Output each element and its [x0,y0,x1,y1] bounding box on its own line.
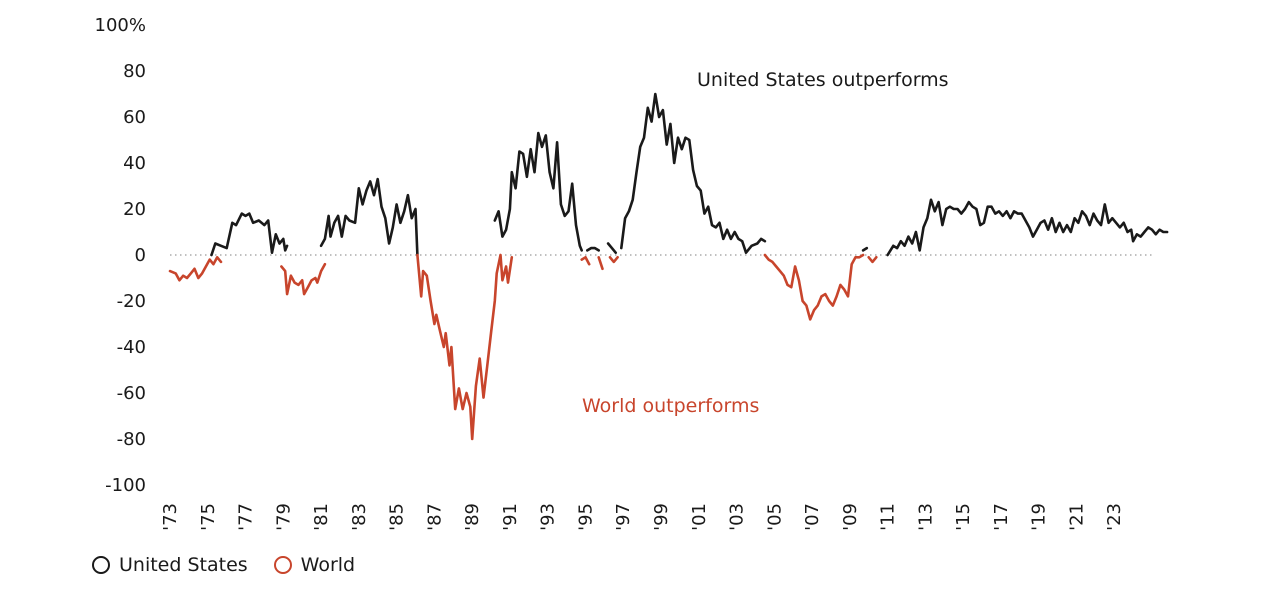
y-tick-label: -20 [117,291,146,312]
legend-label-united-states: United States [119,554,248,576]
series-line-united-states [606,242,618,254]
series-line-world [580,255,591,266]
legend: United States World [92,554,381,576]
x-tick-label: '85 [387,503,408,531]
x-tick-label: '17 [991,503,1012,531]
x-tick-label: '15 [953,503,974,531]
x-tick-label: '77 [236,503,257,531]
legend-item-united-states[interactable]: United States [92,554,248,576]
series-line-united-states [319,177,419,257]
x-tick-label: '97 [613,503,634,531]
annotation-us-outperforms: United States outperforms [697,69,949,91]
series-line-united-states [585,246,601,252]
annotation-world-outperforms: World outperforms [582,395,759,417]
legend-item-world[interactable]: World [273,554,356,576]
x-tick-label: '13 [915,503,936,531]
y-axis: 100% 80 60 40 20 0 -20 -40 -60 -80 -100 [95,15,146,496]
x-tick-label: '23 [1104,503,1125,531]
x-tick-label: '91 [500,503,521,531]
x-tick-label: '11 [878,503,899,531]
x-tick-label: '87 [424,503,445,531]
y-tick-label: -100 [105,475,146,496]
y-tick-label: 20 [123,199,146,220]
legend-marker-united-states-icon [92,556,110,574]
x-axis: '73 '75 '77 '79 '81 '83 '85 '87 '89 '91 '93 '95 '97 '… [160,503,1125,531]
x-tick-label: '19 [1029,503,1050,531]
legend-label-world: World [300,554,356,576]
x-tick-label: '21 [1066,503,1087,531]
x-tick-label: '03 [727,503,748,531]
y-tick-label: -80 [117,429,146,450]
series-line-world [597,255,604,271]
x-tick-label: '81 [311,503,332,531]
y-tick-label: 40 [123,153,146,174]
series-layer [168,92,1169,441]
series-line-world [763,253,865,321]
series-line-united-states [619,92,767,254]
series-line-united-states [210,212,289,257]
x-tick-label: '95 [575,503,596,531]
series-line-world [416,253,514,441]
series-line-world [280,262,327,296]
y-tick-label: 60 [123,107,146,128]
x-tick-label: '09 [840,503,861,531]
x-tick-label: '75 [198,503,219,531]
x-tick-label: '83 [349,503,370,531]
series-line-world [608,255,619,264]
y-tick-label: 80 [123,61,146,82]
series-line-united-states [493,131,584,252]
series-line-world [867,255,878,264]
legend-marker-world-icon [273,556,292,574]
series-line-united-states [861,246,869,252]
y-tick-label: 0 [135,245,146,266]
y-tick-label: -40 [117,337,146,358]
x-tick-label: '01 [689,503,710,531]
series-line-world [168,255,223,282]
y-tick-label: -60 [117,383,146,404]
x-tick-label: '79 [273,503,294,531]
x-tick-label: '73 [160,503,181,531]
x-tick-label: '99 [651,503,672,531]
x-tick-label: '93 [538,503,559,531]
x-tick-label: '07 [802,503,823,531]
series-line-united-states [886,198,1169,257]
y-tick-label: 100% [95,15,146,36]
x-tick-label: '89 [462,503,483,531]
x-tick-label: '05 [764,503,785,531]
